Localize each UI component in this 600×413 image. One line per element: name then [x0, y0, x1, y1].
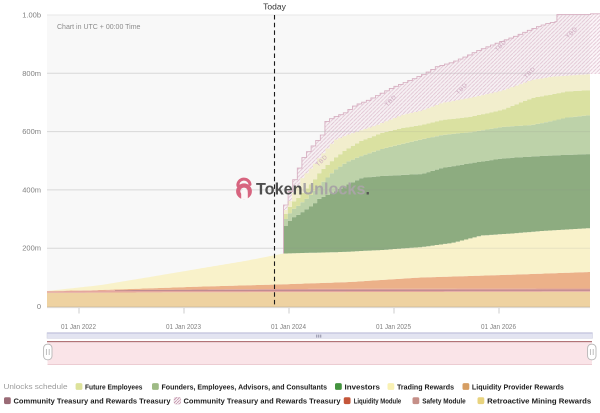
- svg-text:Retroactive Mining Rewards: Retroactive Mining Rewards: [487, 397, 591, 406]
- svg-text:Chart in UTC + 00:00 Time: Chart in UTC + 00:00 Time: [57, 24, 141, 31]
- svg-text:800m: 800m: [22, 69, 41, 78]
- svg-text:01 Jan 2025: 01 Jan 2025: [376, 322, 411, 331]
- svg-text:Safety Module: Safety Module: [422, 397, 466, 406]
- svg-text:Future Employees: Future Employees: [85, 382, 143, 391]
- svg-text:Liquidity Module: Liquidity Module: [354, 397, 402, 406]
- svg-text:01 Jan 2026: 01 Jan 2026: [481, 322, 516, 331]
- svg-text:TokenUnlocks.: TokenUnlocks.: [256, 181, 370, 199]
- svg-text:1.00b: 1.00b: [22, 11, 41, 20]
- svg-text:400m: 400m: [22, 185, 41, 194]
- svg-text:01 Jan 2023: 01 Jan 2023: [166, 322, 201, 331]
- svg-text:0: 0: [37, 302, 41, 311]
- svg-text:01 Jan 2024: 01 Jan 2024: [271, 322, 306, 331]
- svg-text:600m: 600m: [22, 127, 41, 136]
- svg-text:200m: 200m: [22, 244, 41, 253]
- svg-text:Investors: Investors: [345, 382, 381, 391]
- svg-text:Community Treasury and Rewards: Community Treasury and Rewards Treasury: [184, 397, 342, 406]
- svg-text:Founders, Employees, Advisors,: Founders, Employees, Advisors, and Consu…: [162, 382, 328, 391]
- svg-text:Trading Rewards: Trading Rewards: [397, 382, 454, 391]
- svg-text:Community Treasury and Rewards: Community Treasury and Rewards Treasury: [14, 397, 172, 406]
- svg-text:Unlocks schedule: Unlocks schedule: [4, 382, 68, 391]
- svg-text:Today: Today: [263, 2, 286, 12]
- svg-text:Liquidity Provider Rewards: Liquidity Provider Rewards: [472, 382, 564, 391]
- svg-text:01 Jan 2022: 01 Jan 2022: [61, 322, 96, 331]
